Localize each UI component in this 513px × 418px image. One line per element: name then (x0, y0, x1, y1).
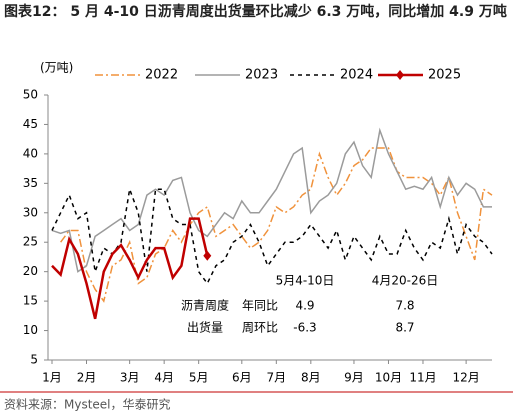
legend-label: 2022 (145, 68, 178, 83)
x-tick-label: 8月 (301, 371, 321, 385)
y-tick-label: 25 (23, 235, 38, 249)
annotation-cell: -6.3 (293, 321, 316, 335)
legend-label: 2023 (245, 68, 278, 83)
series-marker (203, 250, 212, 261)
x-tick-label: 1月 (42, 371, 62, 385)
chart-title: 图表12： 5 月 4-10 日沥青周度出货量环比减少 6.3 万吨，同比增加 … (4, 4, 507, 20)
series-line (51, 127, 492, 273)
x-tick-label: 7月 (266, 371, 286, 385)
x-tick-label: 6月 (232, 371, 252, 385)
legend-label: 2025 (428, 68, 461, 83)
source: 资料来源：Mysteel，华泰研究 (4, 397, 171, 412)
annotation-cell: 出货量 (187, 320, 223, 335)
annotation-cell: 7.8 (395, 299, 414, 313)
legend-label: 2024 (340, 68, 373, 83)
x-tick-label: 9月 (344, 371, 364, 385)
annotation-header: 5月4-10日 (276, 274, 335, 288)
annotation-cell: 周环比 (242, 321, 278, 335)
x-tick-label: 3月 (120, 371, 140, 385)
x-tick-label: 12月 (452, 371, 479, 385)
annotation-cell: 4.9 (295, 299, 314, 313)
annotation-header: 4月20-26日 (372, 274, 439, 288)
y-tick-label: 5 (30, 353, 38, 367)
y-tick-label: 30 (23, 205, 38, 219)
x-tick-label: 4月 (154, 371, 174, 385)
y-tick-label: 35 (23, 176, 38, 190)
y-tick-label: 10 (23, 323, 38, 337)
legend-marker (396, 70, 404, 80)
annotation-cell: 沥青周度 (181, 298, 229, 313)
x-tick-label: 11月 (409, 371, 436, 385)
x-tick-label: 5月 (189, 371, 209, 385)
y-tick-label: 40 (23, 146, 38, 160)
y-unit: (万吨) (40, 61, 73, 75)
y-tick-label: 15 (23, 294, 38, 308)
title-box: 图表12： 5 月 4-10 日沥青周度出货量环比减少 6.3 万吨，同比增加 … (4, 4, 507, 20)
series-line (60, 147, 493, 303)
series-line (51, 217, 209, 320)
x-tick-label: 10月 (375, 371, 402, 385)
x-tick-label: 2月 (77, 371, 97, 385)
y-tick-label: 45 (23, 117, 38, 131)
series-line (51, 186, 493, 285)
y-tick-label: 50 (23, 88, 38, 102)
annotation-cell: 8.7 (395, 321, 414, 335)
annotation-cell: 年同比 (242, 299, 278, 313)
y-tick-label: 20 (23, 264, 38, 278)
